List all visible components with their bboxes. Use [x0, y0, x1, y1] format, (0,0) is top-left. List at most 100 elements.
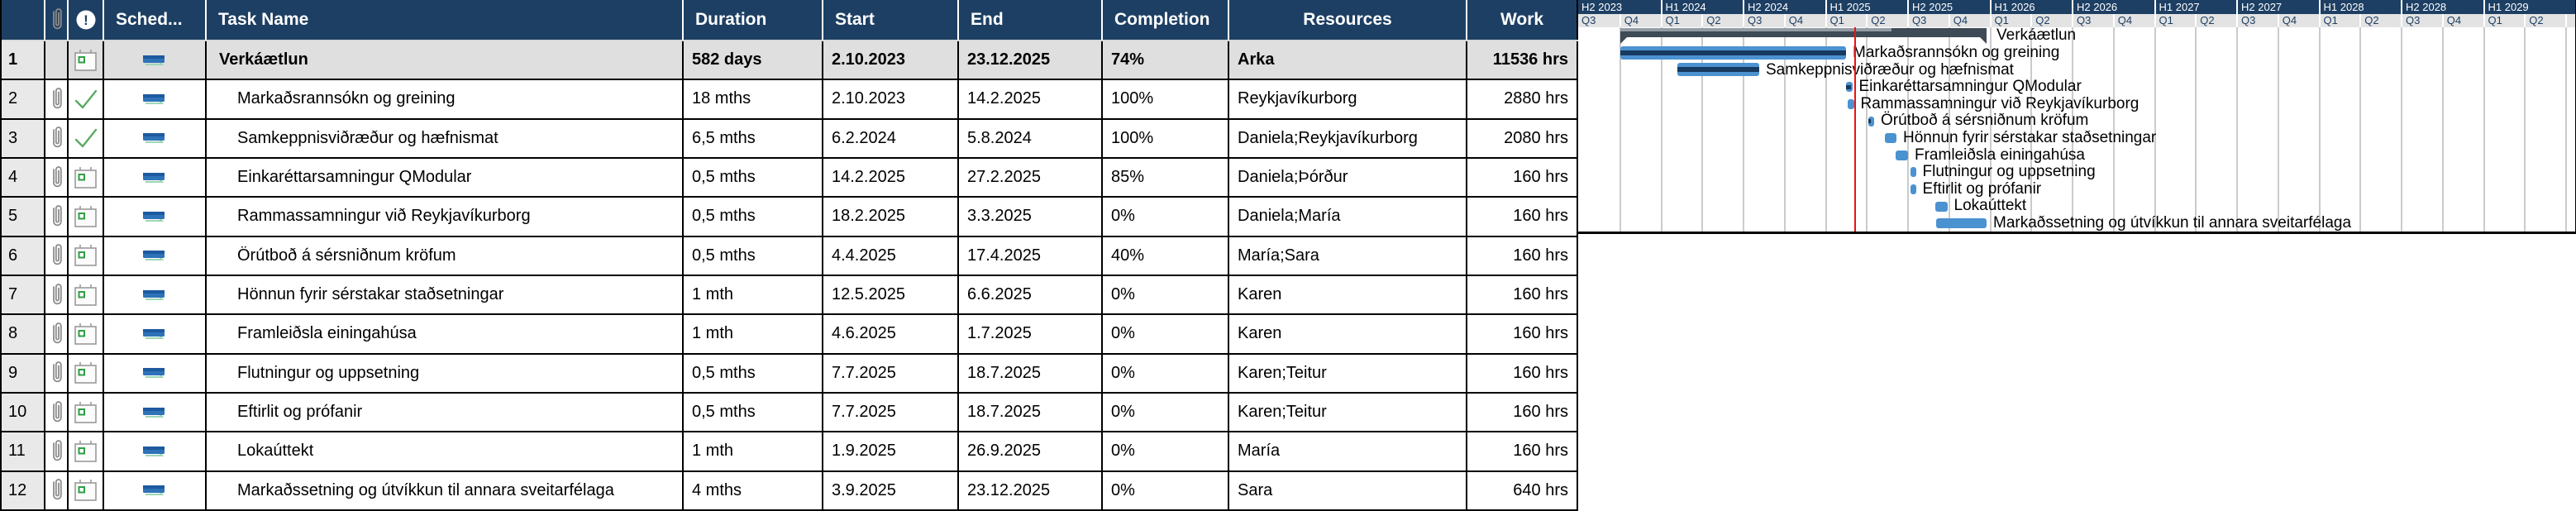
cell-completion[interactable]: 0% — [1103, 432, 1229, 470]
cell-name[interactable]: Markaðssetning og útvíkkun til annara sv… — [207, 471, 684, 509]
table-row[interactable]: 5 Rammassamningur við Reykjavíkurborg 0,5 … — [2, 198, 1578, 237]
cell-clip[interactable] — [45, 275, 69, 314]
cell-indicator[interactable] — [69, 41, 104, 79]
cell-num[interactable]: 4 — [2, 158, 45, 197]
cell-completion[interactable]: 0% — [1103, 275, 1229, 314]
cell-clip[interactable] — [45, 41, 69, 79]
column-header-work[interactable]: Work — [1467, 0, 1578, 40]
cell-name[interactable]: Lokaúttekt — [207, 432, 684, 470]
task-bar[interactable] — [1620, 45, 1846, 60]
cell-duration[interactable]: 18 mths — [684, 80, 823, 118]
cell-completion[interactable]: 0% — [1103, 393, 1229, 432]
cell-end[interactable]: 14.2.2025 — [959, 80, 1103, 118]
cell-end[interactable]: 23.12.2025 — [959, 471, 1103, 509]
column-header-start[interactable]: Start — [823, 0, 959, 40]
cell-name[interactable]: Flutningur og uppsetning — [207, 354, 684, 392]
table-row[interactable]: 4 Einkaréttarsamningur QModular 0,5 mths 14… — [2, 158, 1578, 198]
cell-num[interactable]: 6 — [2, 236, 45, 275]
column-header-completion[interactable]: Completion — [1103, 0, 1229, 40]
cell-end[interactable]: 26.9.2025 — [959, 432, 1103, 470]
cell-indicator[interactable] — [69, 432, 104, 470]
cell-duration[interactable]: 582 days — [684, 41, 823, 79]
cell-name[interactable]: Verkáætlun — [207, 41, 684, 79]
cell-indicator[interactable] — [69, 471, 104, 509]
cell-clip[interactable] — [45, 354, 69, 392]
cell-start[interactable]: 4.6.2025 — [823, 315, 959, 353]
cell-name[interactable]: Örútboð á sérsniðnum kröfum — [207, 236, 684, 275]
cell-name[interactable]: Einkaréttarsamningur QModular — [207, 158, 684, 197]
cell-resources[interactable]: Karen;Teitur — [1229, 354, 1467, 392]
cell-resources[interactable]: Arka — [1229, 41, 1467, 79]
cell-sched[interactable] — [104, 41, 207, 79]
column-header-num[interactable] — [2, 0, 45, 40]
table-row[interactable]: 6 Örútboð á sérsniðnum kröfum 0,5 mths 4.4.… — [2, 236, 1578, 276]
cell-sched[interactable] — [104, 198, 207, 236]
cell-duration[interactable]: 0,5 mths — [684, 158, 823, 197]
cell-work[interactable]: 2080 hrs — [1467, 119, 1578, 157]
cell-sched[interactable] — [104, 315, 207, 353]
cell-clip[interactable] — [45, 198, 69, 236]
cell-work[interactable]: 160 hrs — [1467, 315, 1578, 353]
summary-bar[interactable] — [1620, 28, 1987, 37]
cell-num[interactable]: 3 — [2, 119, 45, 157]
cell-work[interactable]: 11536 hrs — [1467, 41, 1578, 79]
cell-sched[interactable] — [104, 354, 207, 392]
table-row[interactable]: 8 Framleiðsla einingahúsa 1 mth 4.6.2025 1.7… — [2, 315, 1578, 355]
cell-completion[interactable]: 0% — [1103, 198, 1229, 236]
cell-completion[interactable]: 100% — [1103, 80, 1229, 118]
cell-work[interactable]: 160 hrs — [1467, 198, 1578, 236]
cell-clip[interactable] — [45, 315, 69, 353]
cell-start[interactable]: 1.9.2025 — [823, 432, 959, 470]
cell-sched[interactable] — [104, 275, 207, 314]
cell-resources[interactable]: Daniela;Þórður — [1229, 158, 1467, 197]
cell-end[interactable]: 17.4.2025 — [959, 236, 1103, 275]
table-row[interactable]: 12 Markaðssetning og útvíkkun til annara … — [2, 471, 1578, 511]
cell-end[interactable]: 3.3.2025 — [959, 198, 1103, 236]
cell-num[interactable]: 8 — [2, 315, 45, 353]
cell-resources[interactable]: Daniela;Reykjavíkurborg — [1229, 119, 1467, 157]
cell-indicator[interactable] — [69, 198, 104, 236]
column-header-end[interactable]: End — [959, 0, 1103, 40]
cell-duration[interactable]: 0,5 mths — [684, 354, 823, 392]
cell-work[interactable]: 160 hrs — [1467, 275, 1578, 314]
cell-work[interactable]: 2880 hrs — [1467, 80, 1578, 118]
cell-end[interactable]: 18.7.2025 — [959, 393, 1103, 432]
cell-clip[interactable] — [45, 80, 69, 118]
cell-name[interactable]: Markaðsrannsókn og greining — [207, 80, 684, 118]
cell-completion[interactable]: 0% — [1103, 471, 1229, 509]
cell-resources[interactable]: Karen — [1229, 315, 1467, 353]
cell-work[interactable]: 160 hrs — [1467, 393, 1578, 432]
cell-end[interactable]: 6.6.2025 — [959, 275, 1103, 314]
cell-resources[interactable]: Sara — [1229, 471, 1467, 509]
cell-clip[interactable] — [45, 471, 69, 509]
cell-sched[interactable] — [104, 158, 207, 197]
cell-work[interactable]: 160 hrs — [1467, 236, 1578, 275]
table-row[interactable]: 1 Verkáætlun 582 days 2.10.2023 23.12.2025 74… — [2, 41, 1578, 81]
cell-sched[interactable] — [104, 471, 207, 509]
cell-num[interactable]: 7 — [2, 275, 45, 314]
cell-sched[interactable] — [104, 236, 207, 275]
cell-indicator[interactable] — [69, 80, 104, 118]
task-bar[interactable] — [1896, 150, 1908, 160]
column-header-duration[interactable]: Duration — [684, 0, 823, 40]
cell-resources[interactable]: Karen;Teitur — [1229, 393, 1467, 432]
cell-duration[interactable]: 0,5 mths — [684, 236, 823, 275]
cell-sched[interactable] — [104, 393, 207, 432]
cell-start[interactable]: 7.7.2025 — [823, 354, 959, 392]
cell-duration[interactable]: 1 mth — [684, 275, 823, 314]
cell-num[interactable]: 5 — [2, 198, 45, 236]
cell-clip[interactable] — [45, 236, 69, 275]
cell-completion[interactable]: 40% — [1103, 236, 1229, 275]
cell-name[interactable]: Rammassamningur við Reykjavíkurborg — [207, 198, 684, 236]
cell-resources[interactable]: Reykjavíkurborg — [1229, 80, 1467, 118]
cell-start[interactable]: 2.10.2023 — [823, 41, 959, 79]
cell-start[interactable]: 7.7.2025 — [823, 393, 959, 432]
cell-end[interactable]: 23.12.2025 — [959, 41, 1103, 79]
cell-indicator[interactable] — [69, 119, 104, 157]
cell-num[interactable]: 12 — [2, 471, 45, 509]
cell-clip[interactable] — [45, 393, 69, 432]
cell-indicator[interactable] — [69, 158, 104, 197]
column-header-name[interactable]: Task Name — [207, 0, 684, 40]
cell-duration[interactable]: 1 mth — [684, 315, 823, 353]
cell-sched[interactable] — [104, 432, 207, 470]
